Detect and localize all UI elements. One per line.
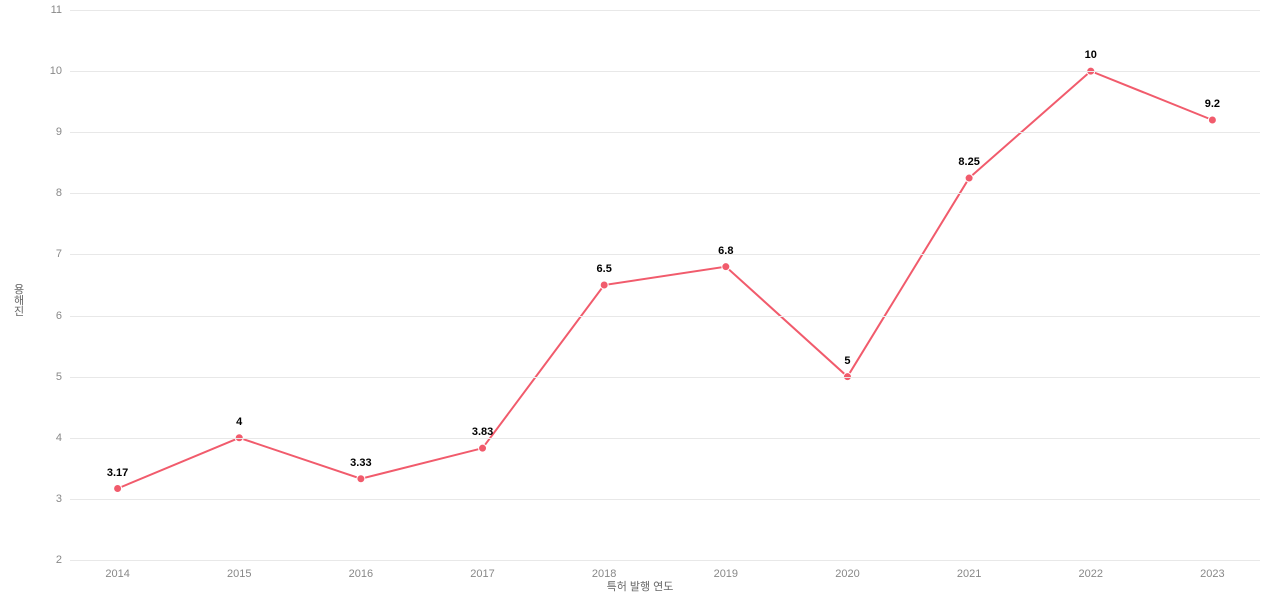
y-tick-label: 9 <box>56 126 70 138</box>
gridline <box>70 499 1260 500</box>
data-point-label: 6.5 <box>597 263 612 275</box>
x-tick-label: 2019 <box>714 560 738 580</box>
series-line <box>118 71 1213 488</box>
gridline <box>70 254 1260 255</box>
y-tick-label: 8 <box>56 187 70 199</box>
y-tick-label: 10 <box>50 65 70 77</box>
y-tick-label: 6 <box>56 310 70 322</box>
y-tick-label: 5 <box>56 371 70 383</box>
gridline <box>70 377 1260 378</box>
x-tick-label: 2014 <box>105 560 129 580</box>
gridline <box>70 193 1260 194</box>
x-tick-label: 2017 <box>470 560 494 580</box>
data-point-marker <box>357 475 365 483</box>
data-point-marker <box>600 281 608 289</box>
data-point-label: 3.33 <box>350 457 371 469</box>
plot-area: 2345678910112014201520162017201820192020… <box>70 10 1260 560</box>
line-chart: 용해진 특허 발행 연도 2 3 4 5 6 7 8 9 10 11 2014 2015 2016 201… <box>0 0 1280 600</box>
y-tick-label: 11 <box>51 4 70 16</box>
x-tick-label: 2022 <box>1079 560 1103 580</box>
y-axis-title: 용해진 <box>10 284 26 317</box>
line-series <box>70 10 1260 560</box>
y-tick-label: 2 <box>56 554 70 566</box>
data-point-marker <box>479 444 487 452</box>
gridline <box>70 10 1260 11</box>
data-point-label: 6.8 <box>718 245 733 257</box>
x-tick-label: 2016 <box>349 560 373 580</box>
data-point-label: 4 <box>236 416 242 428</box>
x-tick-label: 2023 <box>1200 560 1224 580</box>
data-point-marker <box>1208 116 1216 124</box>
y-tick-label: 4 <box>56 432 70 444</box>
data-point-label: 10 <box>1085 49 1097 61</box>
x-axis-title: 특허 발행 연도 <box>607 578 674 594</box>
data-point-marker <box>965 174 973 182</box>
data-point-label: 9.2 <box>1205 98 1220 110</box>
x-tick-label: 2020 <box>835 560 859 580</box>
gridline <box>70 438 1260 439</box>
data-point-label: 5 <box>844 355 850 367</box>
data-point-marker <box>114 485 122 493</box>
y-tick-label: 7 <box>56 248 70 260</box>
x-tick-label: 2021 <box>957 560 981 580</box>
y-tick-label: 3 <box>56 493 70 505</box>
data-point-label: 3.17 <box>107 467 128 479</box>
data-point-label: 8.25 <box>958 156 979 168</box>
x-tick-label: 2018 <box>592 560 616 580</box>
gridline <box>70 71 1260 72</box>
data-point-label: 3.83 <box>472 426 493 438</box>
data-point-marker <box>722 263 730 271</box>
x-tick-label: 2015 <box>227 560 251 580</box>
gridline <box>70 132 1260 133</box>
gridline <box>70 316 1260 317</box>
